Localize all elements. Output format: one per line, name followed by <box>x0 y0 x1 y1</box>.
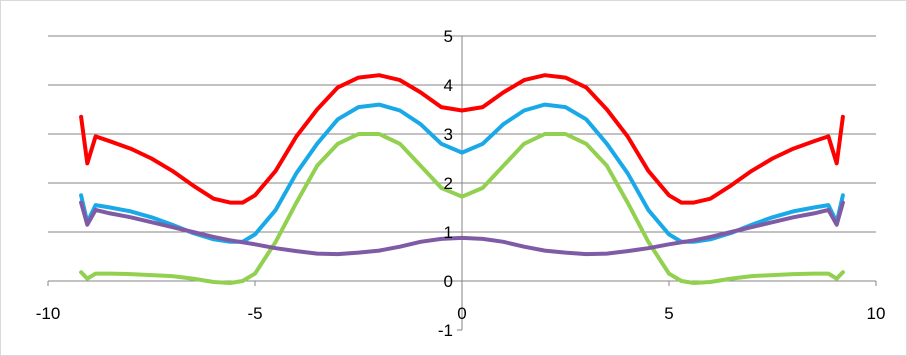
y-tick-label: 4 <box>444 76 453 95</box>
y-tick-label: -1 <box>438 321 453 340</box>
x-tick-label: -10 <box>36 304 61 323</box>
series-line-4 <box>79 200 845 257</box>
x-tick-label: 0 <box>457 304 466 323</box>
y-tick-label: 3 <box>444 125 453 144</box>
series-line-1 <box>79 73 845 205</box>
y-tick-label: 1 <box>444 223 453 242</box>
series-lines <box>79 73 845 285</box>
axes <box>47 35 877 331</box>
x-tick-label: -5 <box>247 304 262 323</box>
y-tick-label: 2 <box>444 174 453 193</box>
x-tick-label: 10 <box>867 304 886 323</box>
x-tick-label: 5 <box>664 304 673 323</box>
y-tick-label: 0 <box>444 272 453 291</box>
series-line-3 <box>79 132 845 285</box>
y-tick-label: 5 <box>444 27 453 46</box>
